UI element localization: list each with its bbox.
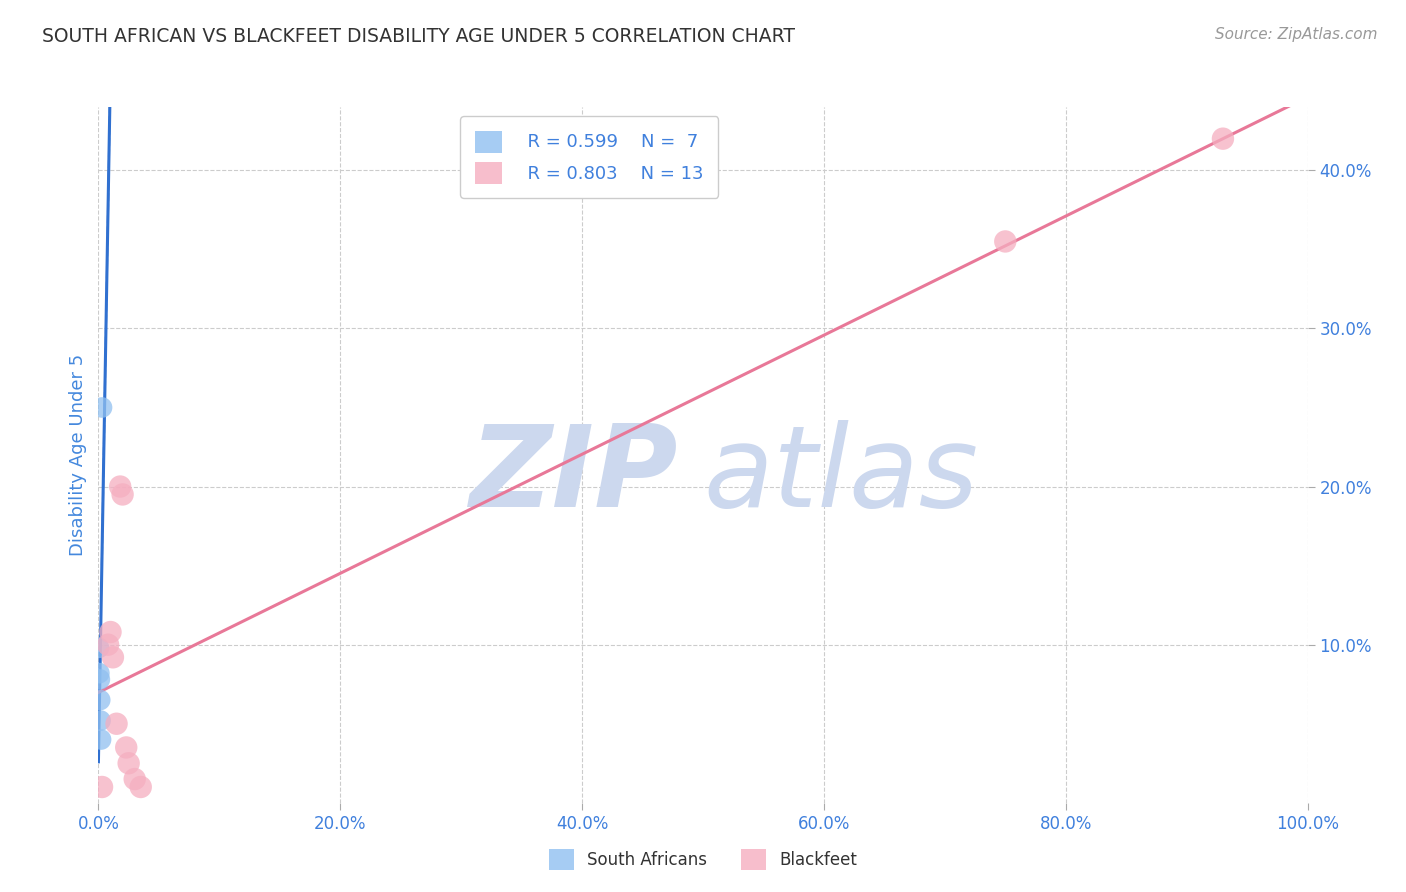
- Point: [89, 693, 111, 707]
- Point: [91, 780, 114, 794]
- Point: [97, 638, 120, 652]
- Legend: South Africans, Blackfeet: South Africans, Blackfeet: [541, 841, 865, 878]
- Point: [100, 625, 122, 640]
- Point: [115, 740, 138, 755]
- Point: [87, 640, 110, 655]
- Point: [118, 756, 141, 771]
- Point: [91, 401, 114, 415]
- Point: [105, 716, 128, 731]
- Point: [90, 732, 112, 747]
- Point: [90, 714, 112, 728]
- Point: [89, 666, 111, 681]
- Text: atlas: atlas: [703, 420, 979, 532]
- Point: [111, 487, 134, 501]
- Point: [101, 650, 124, 665]
- Text: ZIP: ZIP: [471, 420, 679, 532]
- Point: [994, 235, 1017, 249]
- Point: [124, 772, 146, 786]
- Point: [89, 673, 111, 687]
- Point: [129, 780, 152, 794]
- Y-axis label: Disability Age Under 5: Disability Age Under 5: [69, 354, 87, 556]
- Point: [108, 479, 131, 493]
- Text: SOUTH AFRICAN VS BLACKFEET DISABILITY AGE UNDER 5 CORRELATION CHART: SOUTH AFRICAN VS BLACKFEET DISABILITY AG…: [42, 27, 796, 45]
- Point: [1212, 131, 1234, 145]
- Text: Source: ZipAtlas.com: Source: ZipAtlas.com: [1215, 27, 1378, 42]
